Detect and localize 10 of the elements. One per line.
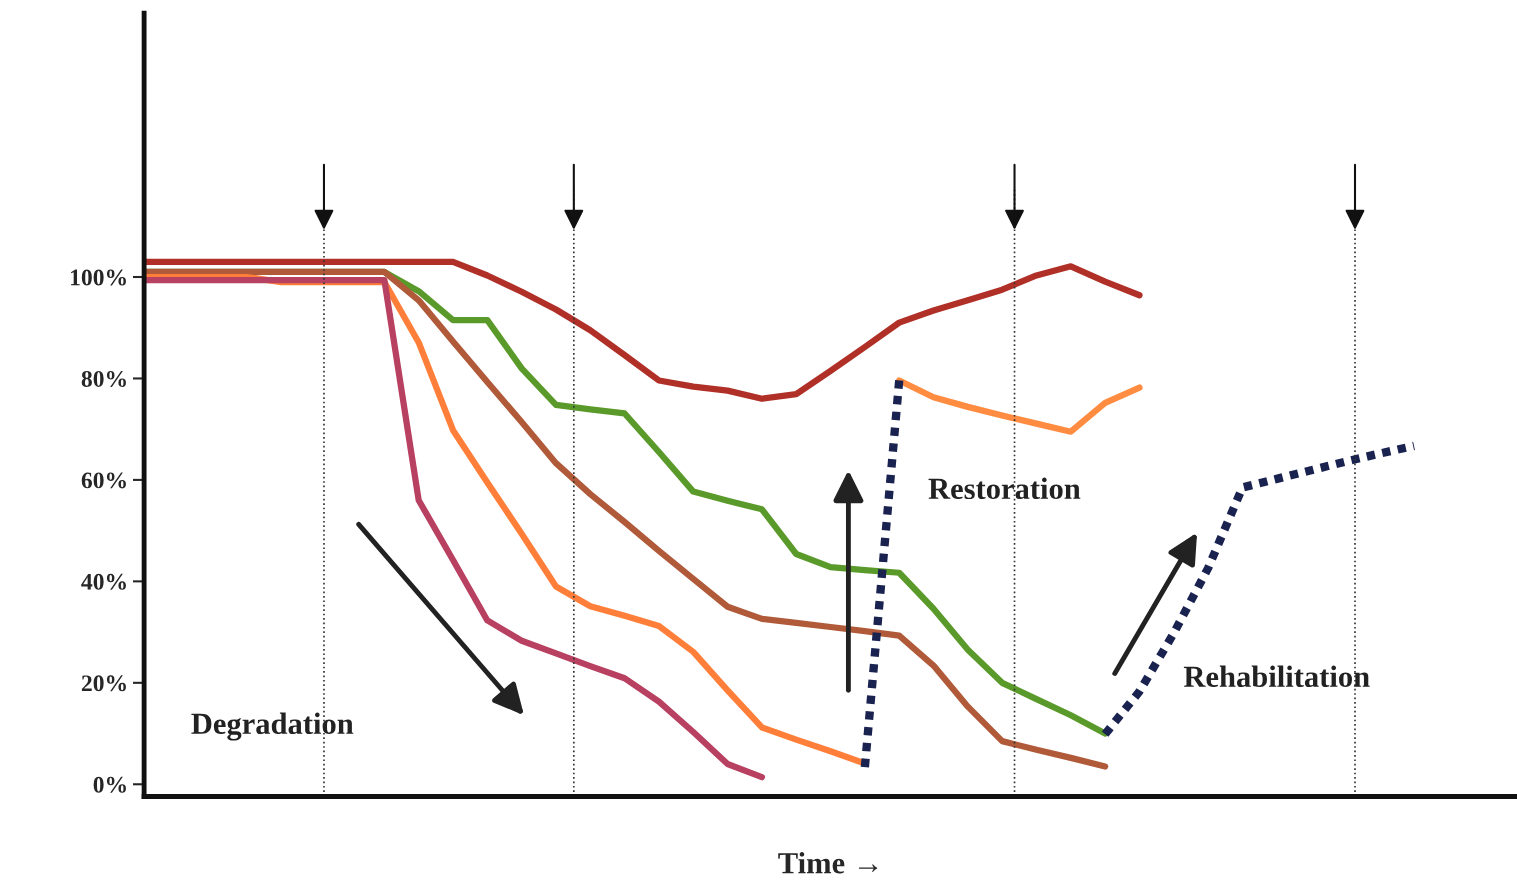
annotation: Degradation xyxy=(191,712,354,741)
y-tick-label: 100% xyxy=(71,269,126,286)
y-tick-label: 20% xyxy=(81,675,126,692)
y-tick-label: 0% xyxy=(93,776,126,793)
annotation: Restoration xyxy=(928,477,1081,500)
annotation: Rehabilitation xyxy=(1183,665,1370,688)
y-tick-label: 40% xyxy=(81,573,126,590)
x-axis-title: Time → xyxy=(778,852,878,874)
y-tick-label: 80% xyxy=(81,370,126,387)
y-tick-label: 60% xyxy=(81,472,126,489)
